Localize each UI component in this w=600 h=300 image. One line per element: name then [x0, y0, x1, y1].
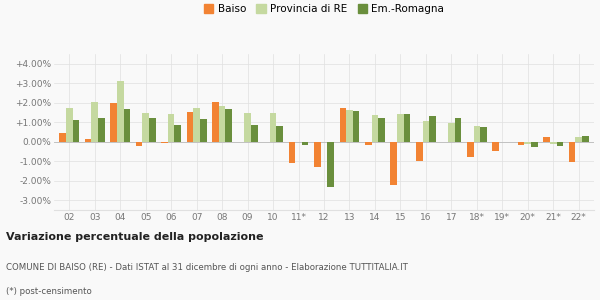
Bar	[416, 142, 422, 161]
Bar	[187, 112, 193, 142]
Bar	[66, 108, 73, 142]
Legend: Baiso, Provincia di RE, Em.-Romagna: Baiso, Provincia di RE, Em.-Romagna	[200, 0, 448, 18]
Bar	[124, 109, 130, 142]
Bar	[314, 142, 320, 167]
Bar	[569, 142, 575, 162]
Bar	[251, 125, 257, 142]
Bar	[582, 136, 589, 142]
Bar	[85, 140, 91, 142]
Text: Variazione percentuale della popolazione: Variazione percentuale della popolazione	[6, 232, 263, 242]
Bar	[200, 119, 206, 142]
Bar	[550, 142, 557, 144]
Bar	[397, 114, 404, 142]
Bar	[575, 137, 582, 142]
Bar	[226, 109, 232, 142]
Bar	[524, 142, 531, 144]
Bar	[480, 127, 487, 142]
Bar	[531, 142, 538, 147]
Bar	[353, 111, 359, 142]
Bar	[544, 137, 550, 142]
Bar	[448, 123, 455, 142]
Bar	[117, 81, 124, 142]
Bar	[212, 102, 219, 142]
Bar	[175, 125, 181, 142]
Bar	[391, 142, 397, 185]
Text: (*) post-censimento: (*) post-censimento	[6, 287, 92, 296]
Bar	[518, 142, 524, 145]
Bar	[289, 142, 295, 163]
Bar	[346, 110, 353, 142]
Bar	[328, 142, 334, 187]
Bar	[98, 118, 104, 142]
Bar	[193, 108, 200, 142]
Bar	[142, 113, 149, 142]
Bar	[302, 142, 308, 145]
Bar	[110, 103, 117, 142]
Bar	[455, 118, 461, 142]
Bar	[277, 126, 283, 142]
Bar	[161, 142, 168, 143]
Bar	[422, 121, 429, 142]
Text: COMUNE DI BAISO (RE) - Dati ISTAT al 31 dicembre di ogni anno - Elaborazione TUT: COMUNE DI BAISO (RE) - Dati ISTAT al 31 …	[6, 263, 408, 272]
Bar	[270, 113, 277, 142]
Bar	[91, 102, 98, 142]
Bar	[219, 106, 226, 142]
Bar	[467, 142, 473, 157]
Bar	[404, 114, 410, 142]
Bar	[136, 142, 142, 146]
Bar	[473, 126, 480, 142]
Bar	[378, 118, 385, 142]
Bar	[429, 116, 436, 142]
Bar	[371, 116, 378, 142]
Bar	[340, 108, 346, 142]
Bar	[73, 120, 79, 142]
Bar	[168, 114, 175, 142]
Bar	[59, 133, 66, 142]
Bar	[149, 118, 155, 142]
Bar	[365, 142, 371, 145]
Bar	[244, 113, 251, 142]
Bar	[557, 142, 563, 146]
Bar	[493, 142, 499, 151]
